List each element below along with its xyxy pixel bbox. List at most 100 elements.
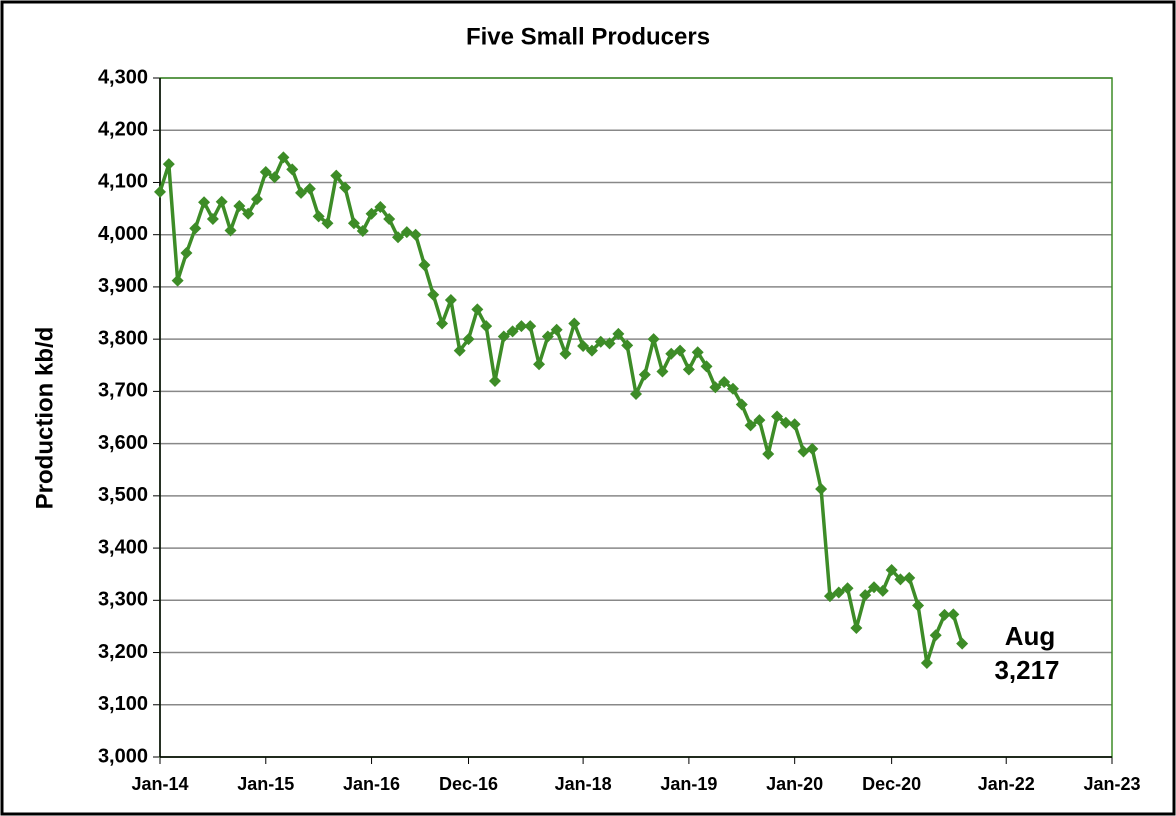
- y-tick-label: 4,000: [98, 223, 148, 245]
- y-tick-label: 3,300: [98, 589, 148, 611]
- data-point: [198, 196, 211, 209]
- data-point: [832, 586, 845, 599]
- data-point: [515, 320, 528, 333]
- y-tick-label: 4,300: [98, 66, 148, 88]
- data-point: [550, 323, 563, 336]
- data-point: [638, 368, 651, 381]
- data-point: [321, 217, 334, 230]
- data-point: [568, 317, 581, 330]
- data-point: [744, 419, 757, 432]
- data-point: [868, 581, 880, 594]
- data-point: [585, 344, 598, 357]
- data-point: [180, 246, 193, 259]
- data-point: [850, 621, 863, 634]
- data-point: [400, 226, 413, 239]
- y-tick-label: 3,400: [98, 536, 148, 558]
- y-tick-label: 4,100: [98, 171, 148, 193]
- data-point: [162, 158, 175, 171]
- data-point: [788, 418, 801, 431]
- y-axis-label: Production kb/d: [31, 327, 58, 510]
- data-point: [806, 442, 819, 455]
- data-point: [206, 213, 219, 226]
- data-point: [268, 171, 281, 184]
- y-tick-label: 3,700: [98, 380, 148, 402]
- data-point: [612, 327, 625, 340]
- x-tick-label: Jan-14: [131, 774, 188, 794]
- y-tick-label: 3,900: [98, 275, 148, 297]
- data-point: [356, 225, 369, 238]
- data-point: [427, 288, 440, 301]
- y-tick-label: 3,600: [98, 432, 148, 454]
- data-point: [903, 571, 916, 584]
- data-point: [171, 274, 184, 287]
- data-point: [797, 445, 810, 458]
- data-point: [726, 382, 739, 395]
- data-point: [691, 346, 704, 359]
- x-tick-label: Jan-20: [766, 774, 823, 794]
- data-point: [497, 330, 510, 343]
- data-point: [718, 375, 731, 388]
- data-point: [259, 166, 272, 179]
- data-point: [444, 293, 457, 306]
- data-point: [418, 258, 431, 271]
- x-tick-label: Dec-20: [862, 774, 921, 794]
- data-point: [392, 231, 404, 244]
- x-tick-label: Jan-18: [555, 774, 612, 794]
- y-tick-label: 3,800: [98, 327, 148, 349]
- data-point: [859, 589, 872, 602]
- y-tick-label: 3,000: [98, 745, 148, 767]
- data-point: [303, 182, 316, 195]
- data-point: [286, 163, 299, 176]
- data-point: [920, 656, 933, 669]
- data-point: [682, 363, 695, 376]
- data-point: [929, 629, 942, 642]
- y-tick-label: 3,500: [98, 484, 148, 506]
- data-point: [876, 584, 889, 597]
- data-point: [533, 358, 546, 371]
- annotation: 3,217: [994, 655, 1059, 685]
- data-point: [436, 317, 449, 330]
- x-tick-label: Jan-23: [1083, 774, 1140, 794]
- data-point: [762, 448, 775, 461]
- data-point: [815, 483, 828, 496]
- data-point: [709, 381, 722, 394]
- data-point: [603, 337, 616, 350]
- data-point: [295, 186, 308, 199]
- data-point: [189, 222, 202, 235]
- data-point: [224, 224, 237, 237]
- data-point: [938, 608, 951, 621]
- chart-title: Five Small Producers: [466, 23, 710, 50]
- data-point: [347, 217, 360, 230]
- data-point: [947, 608, 960, 621]
- y-tick-label: 3,200: [98, 641, 148, 663]
- data-point: [779, 416, 792, 429]
- data-point: [735, 398, 748, 411]
- data-point: [339, 181, 352, 194]
- data-point: [330, 169, 343, 182]
- data-point: [894, 573, 907, 586]
- data-point: [841, 582, 854, 595]
- data-point: [154, 185, 166, 198]
- data-point: [912, 599, 925, 612]
- data-point: [594, 335, 607, 348]
- data-point: [471, 303, 484, 316]
- data-point: [453, 344, 466, 357]
- data-point: [242, 207, 255, 220]
- data-point: [506, 325, 519, 338]
- data-point: [277, 151, 290, 164]
- data-point: [577, 339, 590, 352]
- data-point: [312, 210, 325, 223]
- data-point: [488, 374, 501, 387]
- data-point: [409, 228, 422, 241]
- data-point: [956, 637, 969, 650]
- data-point: [647, 333, 660, 346]
- x-tick-label: Dec-16: [439, 774, 498, 794]
- data-point: [374, 201, 387, 214]
- data-point: [559, 347, 572, 360]
- data-point: [621, 339, 634, 352]
- annotation: Aug: [1005, 621, 1056, 651]
- data-point: [524, 320, 537, 333]
- y-tick-label: 4,200: [98, 119, 148, 141]
